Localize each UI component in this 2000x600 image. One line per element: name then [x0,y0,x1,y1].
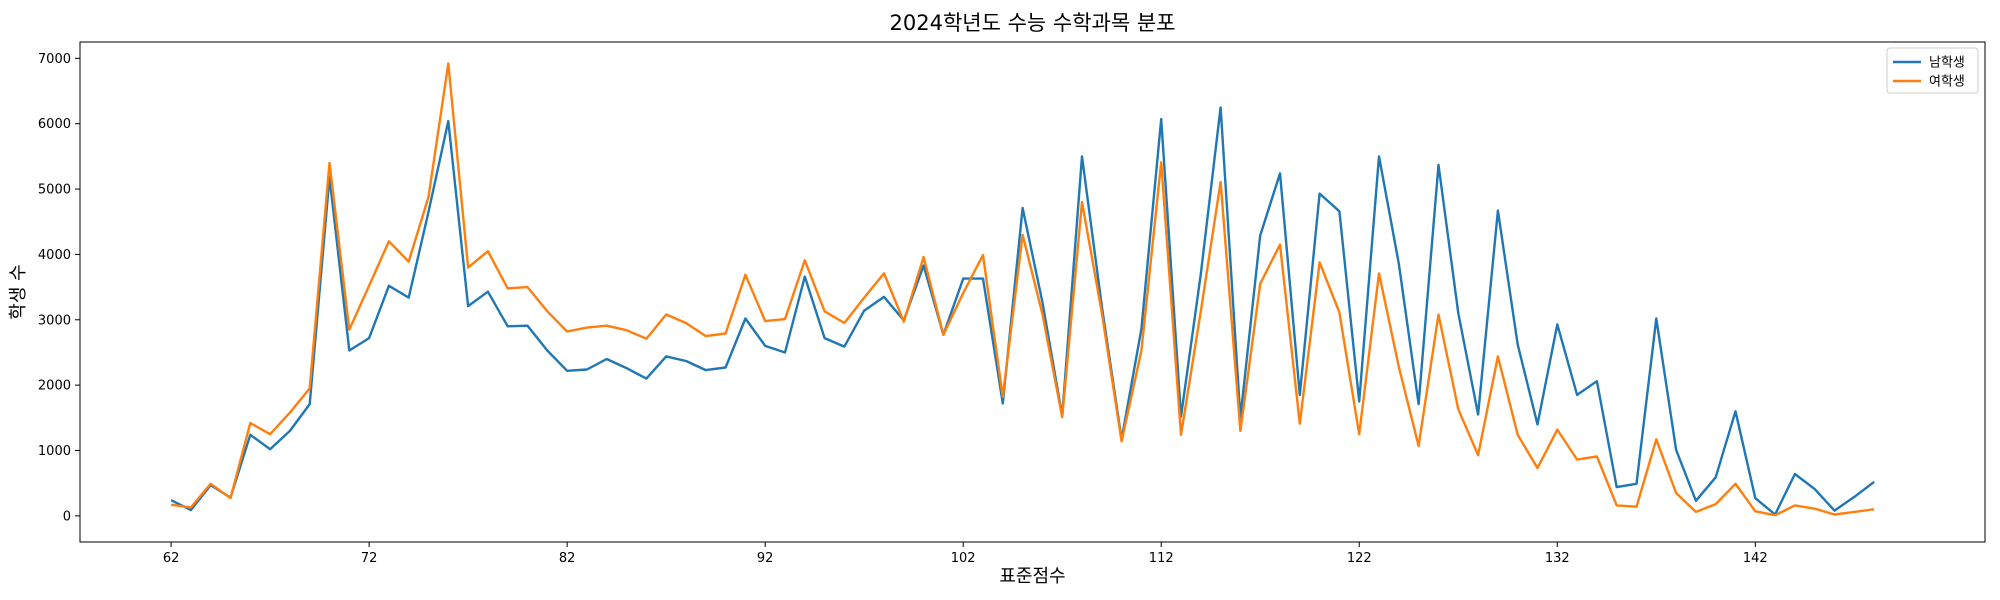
x-tick-label: 102 [951,551,976,566]
plot-frame [79,41,1986,543]
x-tick-label: 62 [163,551,180,566]
y-tick-label: 1000 [38,444,71,459]
y-axis: 0 1000 2000 3000 4000 5000 6000 7000 [38,52,80,524]
y-tick-label: 3000 [38,313,71,328]
y-axis-label: 학생 수 [8,264,29,319]
x-axis: 62 72 82 92 102 112 122 132 142 [163,542,1768,566]
y-tick-label: 0 [63,509,71,524]
x-tick-label: 82 [559,551,576,566]
series-line-1 [170,106,1875,516]
chart-title: 2024학년도 수능 수학과목 분포 [890,11,1176,35]
y-tick-label: 4000 [38,248,71,263]
x-tick-label: 132 [1545,551,1570,566]
series-line-2 [170,62,1875,517]
y-tick-label: 7000 [38,52,71,67]
legend-label-1: 남학생 [1929,56,1965,71]
x-tick-label: 142 [1743,551,1768,566]
plot-area [79,41,1986,543]
y-tick-label: 2000 [38,379,71,394]
x-tick-label: 92 [757,551,774,566]
x-tick-label: 72 [361,551,378,566]
y-tick-label: 6000 [38,117,71,132]
y-tick-label: 5000 [38,183,71,198]
x-tick-label: 122 [1347,551,1372,566]
legend-label-2: 여학생 [1929,75,1965,90]
x-tick-label: 112 [1149,551,1174,566]
x-axis-label: 표준점수 [999,566,1065,587]
